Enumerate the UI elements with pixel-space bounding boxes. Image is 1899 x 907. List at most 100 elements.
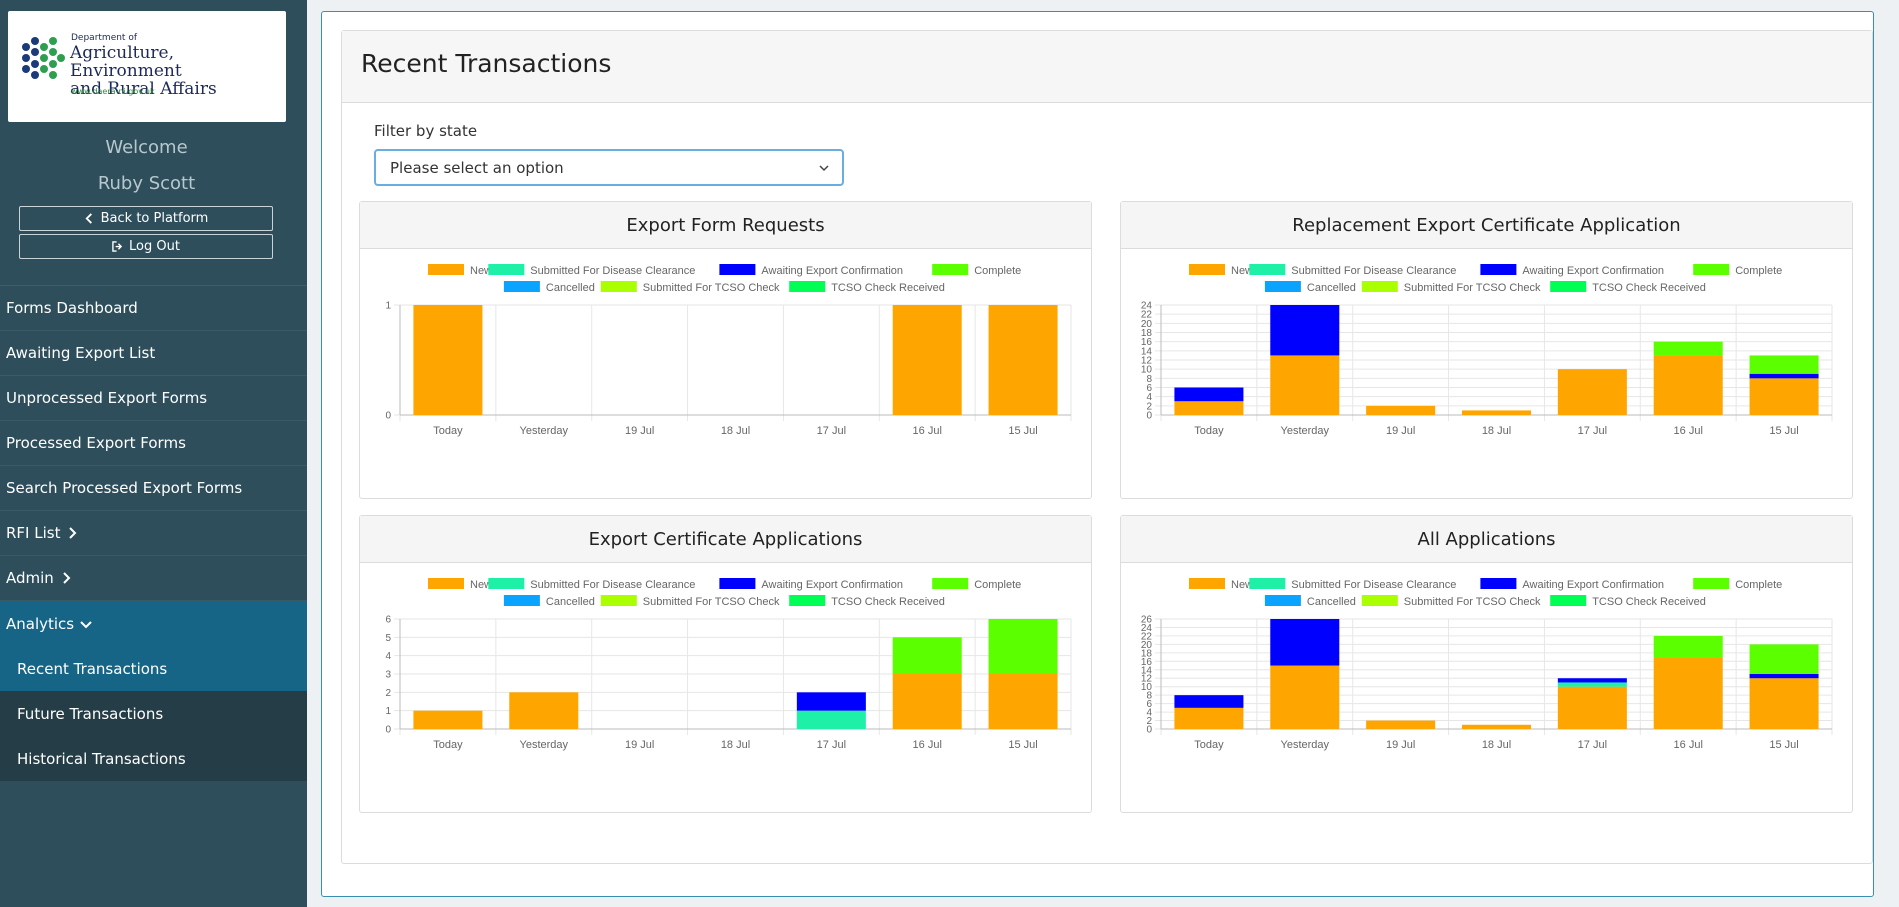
bar-new-18-jul <box>1461 724 1532 729</box>
legend-label-submitted-for-tcso-check: Submitted For TCSO Check <box>643 596 780 608</box>
bar-new-19-jul <box>1366 405 1436 415</box>
logo-name-text: Agriculture, Environment and Rural Affai… <box>70 44 280 98</box>
y-tick-label: 8 <box>1146 691 1152 702</box>
nav-recent-transactions[interactable]: Recent Transactions <box>0 646 307 691</box>
nav-processed-export-forms-label: Processed Export Forms <box>6 434 186 452</box>
legend-swatch-complete <box>1693 578 1730 589</box>
legend-label-new: New <box>1231 579 1253 591</box>
bar-new-16-jul <box>1653 355 1723 415</box>
y-tick-label: 6 <box>1146 699 1152 710</box>
x-tick-label: 17 Jul <box>1578 739 1607 751</box>
legend-label-submitted-for-tcso-check: Submitted For TCSO Check <box>643 282 780 294</box>
nav-admin[interactable]: Admin <box>0 556 307 601</box>
chart-title: Replacement Export Certificate Applicati… <box>1121 202 1852 249</box>
x-tick-label: 19 Jul <box>625 739 654 751</box>
legend-label-awaiting-export-confirmation: Awaiting Export Confirmation <box>761 579 903 591</box>
nav-awaiting-export-list-label: Awaiting Export List <box>6 344 156 362</box>
legend-label-new: New <box>470 579 492 591</box>
legend-swatch-submitted-for-tcso-check <box>1361 595 1398 606</box>
bar-submitted-for-disease-clearance-17-jul <box>1557 682 1627 687</box>
y-tick-label: 2 <box>385 688 391 699</box>
x-tick-label: Today <box>433 425 463 437</box>
user-name: Ruby Scott <box>97 173 196 194</box>
y-tick-label: 16 <box>1141 657 1153 668</box>
legend-swatch-tcso-check-received <box>789 595 826 606</box>
sidebar: Department of Agriculture, Environment a… <box>0 0 307 907</box>
nav-unprocessed-export-forms-label: Unprocessed Export Forms <box>6 389 208 407</box>
legend-label-submitted-for-disease-clearance: Submitted For Disease Clearance <box>530 579 695 591</box>
x-tick-label: 15 Jul <box>1769 739 1798 751</box>
bar-awaiting-export-confirmation-15-jul <box>1749 373 1819 379</box>
bar-complete-16-jul <box>1653 341 1723 356</box>
nav-unprocessed-export-forms[interactable]: Unprocessed Export Forms <box>0 376 307 421</box>
legend-label-tcso-check-received: TCSO Check Received <box>831 596 945 608</box>
x-tick-label: Today <box>1194 739 1224 751</box>
legend-label-awaiting-export-confirmation: Awaiting Export Confirmation <box>1522 579 1664 591</box>
card-header: Recent Transactions <box>342 31 1872 103</box>
nav-search-processed-export-forms[interactable]: Search Processed Export Forms <box>0 466 307 511</box>
legend-label-tcso-check-received: TCSO Check Received <box>1592 282 1706 294</box>
bar-awaiting-export-confirmation-17-jul <box>1557 678 1627 683</box>
sidebar-nav: Forms Dashboard Awaiting Export List Unp… <box>0 285 307 781</box>
legend-label-cancelled: Cancelled <box>546 282 595 294</box>
x-tick-label: Yesterday <box>1281 739 1330 751</box>
filter-state-select[interactable]: Please select an option <box>374 149 844 186</box>
bar-complete-15-jul <box>1749 355 1819 374</box>
bar-awaiting-export-confirmation-15-jul <box>1749 674 1819 679</box>
bar-new-15-jul <box>988 674 1058 729</box>
legend-swatch-tcso-check-received <box>1550 281 1587 292</box>
legend-swatch-awaiting-export-confirmation <box>719 578 756 589</box>
legend-swatch-submitted-for-disease-clearance <box>1249 578 1286 589</box>
legend-swatch-submitted-for-tcso-check <box>1361 281 1398 292</box>
sign-out-icon <box>112 241 123 252</box>
nav-analytics[interactable]: Analytics <box>0 601 307 646</box>
back-to-platform-button[interactable]: Back to Platform <box>19 206 273 231</box>
legend-label-submitted-for-tcso-check: Submitted For TCSO Check <box>1404 596 1541 608</box>
welcome-text: Welcome <box>105 137 188 158</box>
legend-label-complete: Complete <box>974 579 1021 591</box>
log-out-button[interactable]: Log Out <box>19 234 273 259</box>
filter-label: Filter by state <box>374 122 478 140</box>
nav-future-transactions[interactable]: Future Transactions <box>0 691 307 736</box>
legend-label-cancelled: Cancelled <box>1307 596 1356 608</box>
legend-swatch-new <box>1189 264 1225 275</box>
y-tick-label: 26 <box>1141 615 1153 626</box>
y-tick-label: 6 <box>385 615 391 626</box>
chart-title: All Applications <box>1121 516 1852 563</box>
y-tick-label: 3 <box>385 670 391 681</box>
legend-swatch-awaiting-export-confirmation <box>1480 264 1517 275</box>
legend-swatch-cancelled <box>503 281 540 292</box>
legend-label-cancelled: Cancelled <box>546 596 595 608</box>
nav-forms-dashboard[interactable]: Forms Dashboard <box>0 286 307 331</box>
legend-label-tcso-check-received: TCSO Check Received <box>1592 596 1706 608</box>
bar-new-19-jul <box>1366 720 1436 729</box>
chart-title: Export Certificate Applications <box>360 516 1091 563</box>
x-tick-label: 19 Jul <box>625 425 654 437</box>
legend-label-complete: Complete <box>1735 579 1782 591</box>
bar-new-16-jul <box>892 674 962 729</box>
x-tick-label: 17 Jul <box>1578 425 1607 437</box>
bar-complete-16-jul <box>1653 635 1723 658</box>
nav-rfi-list[interactable]: RFI List <box>0 511 307 556</box>
legend-label-cancelled: Cancelled <box>1307 282 1356 294</box>
nav-forms-dashboard-label: Forms Dashboard <box>6 299 138 317</box>
chevron-left-icon <box>85 213 92 224</box>
bar-awaiting-export-confirmation-today <box>1174 695 1244 708</box>
bar-new-today <box>413 710 483 729</box>
bar-new-16-jul <box>892 305 962 415</box>
bar-complete-15-jul <box>988 619 1058 674</box>
x-tick-label: 15 Jul <box>1008 425 1037 437</box>
nav-historical-transactions[interactable]: Historical Transactions <box>0 736 307 781</box>
y-tick-label: 2 <box>1146 401 1152 412</box>
nav-awaiting-export-list[interactable]: Awaiting Export List <box>0 331 307 376</box>
y-tick-label: 1 <box>385 706 391 717</box>
page-title: Recent Transactions <box>361 49 612 78</box>
legend-swatch-new <box>428 578 464 589</box>
bar-new-15-jul <box>1749 378 1819 415</box>
bar-new-yesterday <box>1270 355 1340 415</box>
x-tick-label: 18 Jul <box>721 739 750 751</box>
nav-processed-export-forms[interactable]: Processed Export Forms <box>0 421 307 466</box>
y-tick-label: 1 <box>385 301 391 312</box>
nav-rfi-list-label: RFI List <box>6 524 61 542</box>
x-tick-label: 16 Jul <box>913 739 942 751</box>
